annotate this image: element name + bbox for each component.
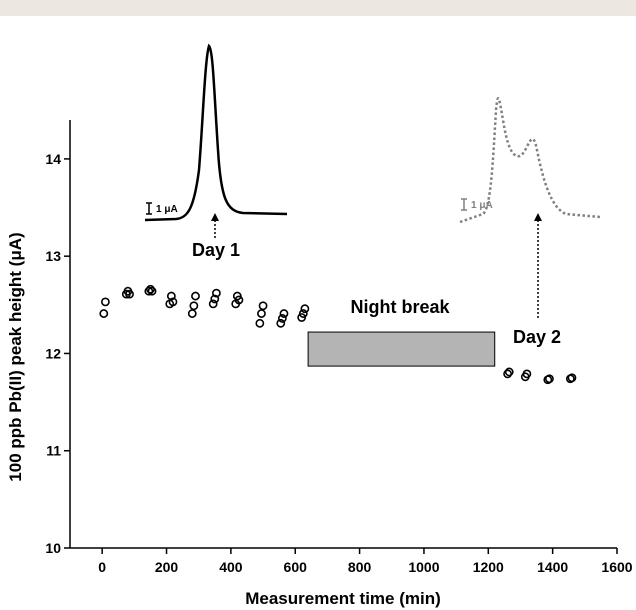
data-point: [146, 284, 155, 294]
y-tick-label: 10: [45, 540, 61, 556]
x-axis-title: Measurement time (min): [245, 589, 441, 608]
x-tick-label: 200: [155, 559, 179, 575]
y-axis-title: 100 ppb Pb(II) peak height (μA): [6, 232, 25, 481]
x-tick-label: 1600: [601, 559, 632, 575]
day2-arrowhead: [534, 213, 542, 221]
data-point: [212, 288, 221, 298]
data-point: [166, 291, 176, 301]
x-tick-label: 800: [348, 559, 372, 575]
data-point: [208, 299, 218, 309]
data-point: [187, 309, 197, 318]
data-point: [144, 286, 154, 296]
data-point: [125, 289, 134, 299]
data-point: [522, 369, 532, 379]
data-point: [255, 318, 265, 328]
day2-scale-label: 1 μA: [471, 200, 493, 211]
day1-scale-bar: [146, 202, 152, 215]
x-tick-label: 1200: [473, 559, 504, 575]
data-point: [276, 318, 286, 328]
day1-arrowhead: [211, 213, 219, 221]
day1-label: Day 1: [192, 240, 240, 260]
top-band: [0, 0, 636, 16]
x-tick-label: 1400: [537, 559, 568, 575]
night-break-label: Night break: [350, 297, 450, 317]
data-point: [257, 309, 266, 318]
day1-voltammogram-curve: [144, 43, 288, 222]
y-tick-label: 12: [45, 345, 61, 361]
day1-scale-label: 1 μA: [156, 204, 178, 215]
day2-label: Day 2: [513, 327, 561, 347]
data-point: [147, 286, 157, 296]
x-tick-label: 0: [98, 559, 106, 575]
data-point: [567, 373, 577, 383]
data-point: [545, 374, 554, 384]
data-point: [168, 297, 178, 307]
x-ticks: 0 200 400 600 800 1000 1200 1400 1600: [98, 548, 633, 575]
data-point: [300, 304, 310, 314]
y-tick-label: 14: [45, 151, 61, 167]
day2-scale-bar: [461, 198, 467, 211]
y-ticks: 10 11 12 13 14: [45, 151, 70, 556]
data-point: [504, 367, 514, 377]
data-point: [279, 309, 289, 318]
data-point: [277, 314, 287, 323]
x-tick-label: 600: [284, 559, 308, 575]
data-points: [99, 284, 577, 385]
day2-voltammogram-curve: [459, 97, 601, 224]
data-point: [210, 294, 220, 304]
data-point: [99, 309, 109, 318]
night-break-box: [307, 331, 496, 367]
x-tick-label: 400: [219, 559, 243, 575]
y-tick-label: 11: [46, 443, 61, 459]
data-point: [503, 369, 512, 379]
data-point: [258, 301, 268, 311]
data-point: [298, 309, 308, 318]
data-point: [234, 295, 244, 305]
data-point: [191, 291, 200, 301]
y-tick-label: 13: [45, 248, 61, 264]
x-tick-label: 1000: [408, 559, 439, 575]
data-point: [189, 301, 199, 311]
data-point: [100, 297, 110, 307]
